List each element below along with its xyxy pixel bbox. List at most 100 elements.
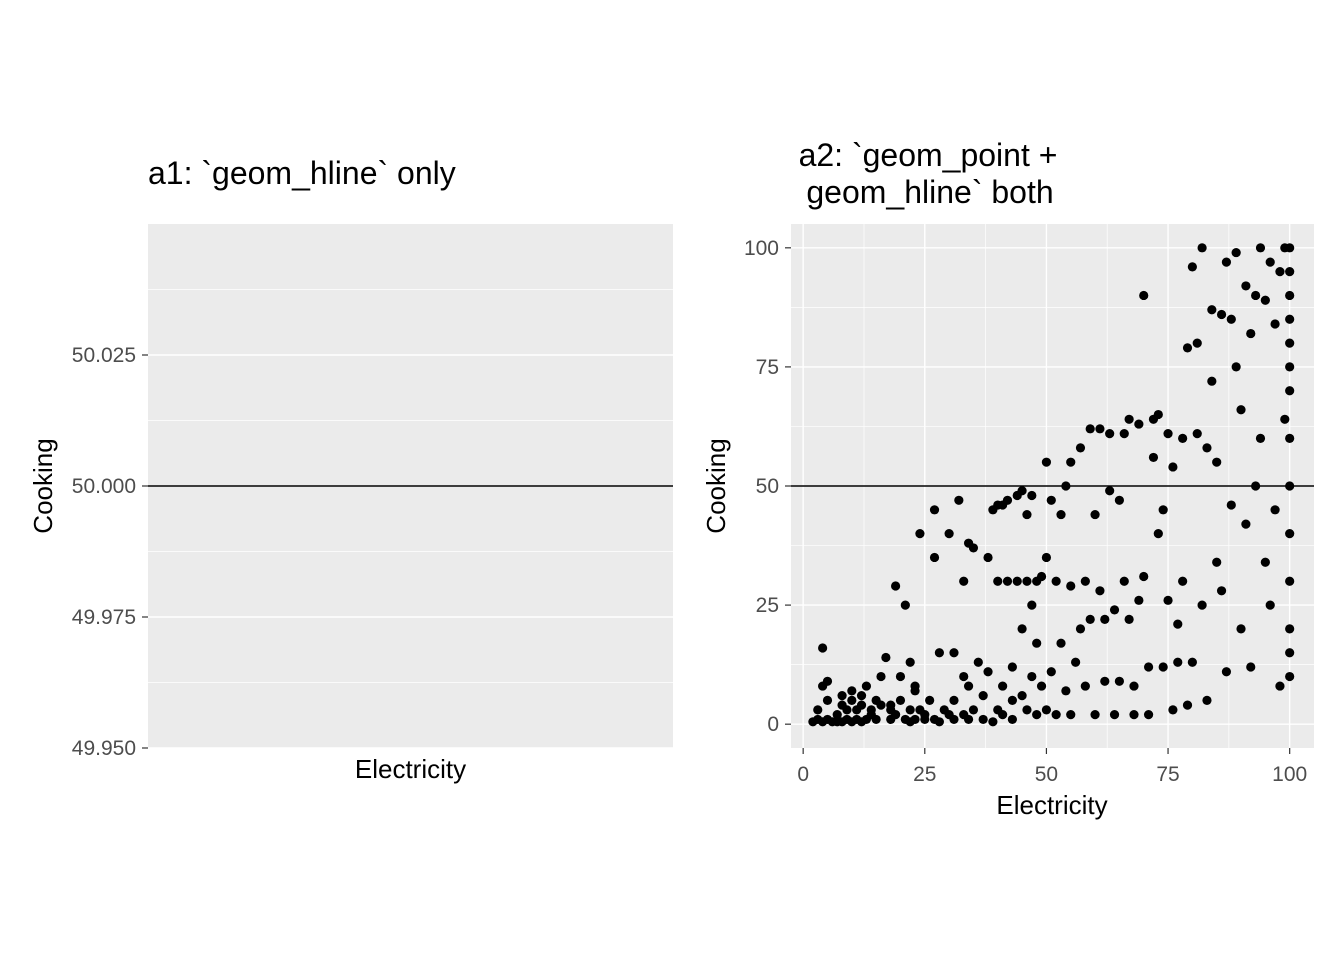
data-point	[1119, 429, 1129, 439]
data-point	[1007, 714, 1017, 725]
data-point	[973, 657, 983, 667]
data-point	[1197, 600, 1207, 610]
panel-a1-y-axis-title: Cooking	[28, 438, 58, 533]
x-tick-label: 0	[797, 763, 809, 786]
data-point	[837, 691, 847, 701]
data-point	[959, 576, 969, 586]
data-point	[1187, 657, 1197, 667]
data-point	[1255, 243, 1266, 253]
data-point	[1236, 405, 1246, 415]
data-point	[978, 691, 988, 701]
data-point	[1260, 557, 1270, 567]
data-point	[1285, 386, 1295, 396]
data-point	[1182, 700, 1193, 710]
data-point	[1007, 662, 1017, 672]
data-point	[978, 714, 988, 725]
data-point	[1075, 443, 1086, 453]
data-point	[1285, 338, 1295, 348]
data-point	[1041, 705, 1052, 715]
x-tick-label: 100	[1272, 763, 1307, 786]
data-point	[1051, 710, 1061, 720]
data-point	[1012, 576, 1022, 586]
data-point	[1246, 662, 1256, 672]
data-point	[1236, 624, 1246, 634]
data-point	[998, 710, 1008, 720]
data-point	[1251, 290, 1261, 301]
data-point	[818, 643, 828, 653]
data-point	[871, 714, 881, 725]
data-point	[1285, 671, 1295, 682]
data-point	[1114, 676, 1124, 686]
data-point	[1027, 600, 1037, 610]
data-point	[856, 691, 867, 701]
data-point	[900, 600, 910, 610]
data-point	[1066, 710, 1076, 720]
data-point	[861, 681, 872, 691]
y-tick-label: 49.950	[72, 737, 136, 760]
data-point	[949, 695, 959, 705]
data-point	[959, 671, 969, 682]
data-point	[1178, 433, 1188, 443]
panel-a2-y-ticks: 0 25 50 75 100	[744, 237, 791, 736]
data-point	[1036, 681, 1047, 691]
data-point	[1285, 624, 1295, 634]
data-point	[866, 705, 876, 715]
data-point	[1075, 624, 1086, 634]
data-point	[1017, 691, 1027, 701]
data-point	[1280, 414, 1290, 424]
data-point	[968, 705, 979, 715]
data-point	[1085, 424, 1095, 434]
data-point	[1109, 605, 1120, 615]
data-point	[915, 529, 925, 539]
data-point	[1017, 486, 1027, 496]
data-point	[1163, 429, 1173, 439]
data-point	[1221, 257, 1232, 267]
data-point	[1124, 414, 1134, 424]
data-point	[983, 552, 993, 563]
data-point	[1163, 595, 1173, 605]
data-point	[1285, 243, 1295, 253]
data-point	[1168, 462, 1178, 472]
data-point	[1255, 433, 1266, 443]
data-point	[1216, 586, 1227, 596]
data-point	[832, 710, 842, 720]
data-point	[1080, 576, 1090, 586]
data-point	[1178, 576, 1188, 586]
data-point	[1207, 305, 1217, 315]
panel-a1: a1: `geom_hline` only 49.950 49.975 50.000…	[28, 155, 673, 784]
data-point	[1275, 681, 1285, 691]
data-point	[1285, 362, 1295, 372]
x-tick-label: 75	[1156, 763, 1179, 786]
data-point	[944, 529, 954, 539]
data-point	[1041, 457, 1052, 467]
data-point	[1270, 505, 1280, 515]
data-point	[1173, 619, 1183, 629]
data-point	[1002, 576, 1013, 586]
data-point	[925, 695, 935, 705]
data-point	[1202, 443, 1212, 453]
data-point	[895, 695, 906, 705]
data-point	[1207, 376, 1217, 386]
data-point	[1221, 667, 1232, 677]
x-tick-label: 50	[1035, 763, 1058, 786]
data-point	[822, 676, 833, 686]
data-point	[1022, 509, 1032, 520]
data-point	[842, 705, 852, 715]
data-point	[1285, 433, 1295, 443]
data-point	[1153, 409, 1163, 420]
data-point	[1285, 267, 1295, 277]
data-point	[1007, 695, 1017, 705]
data-point	[847, 695, 857, 705]
data-point	[886, 700, 896, 710]
data-point	[1153, 529, 1163, 539]
data-point	[1105, 486, 1115, 496]
data-point	[1192, 338, 1202, 348]
data-point	[993, 576, 1003, 586]
data-point	[876, 671, 886, 682]
data-point	[1071, 657, 1081, 667]
data-point	[1022, 705, 1032, 715]
data-point	[1212, 457, 1222, 467]
data-point	[1192, 429, 1202, 439]
data-point	[1168, 705, 1178, 715]
data-point	[1022, 576, 1032, 586]
